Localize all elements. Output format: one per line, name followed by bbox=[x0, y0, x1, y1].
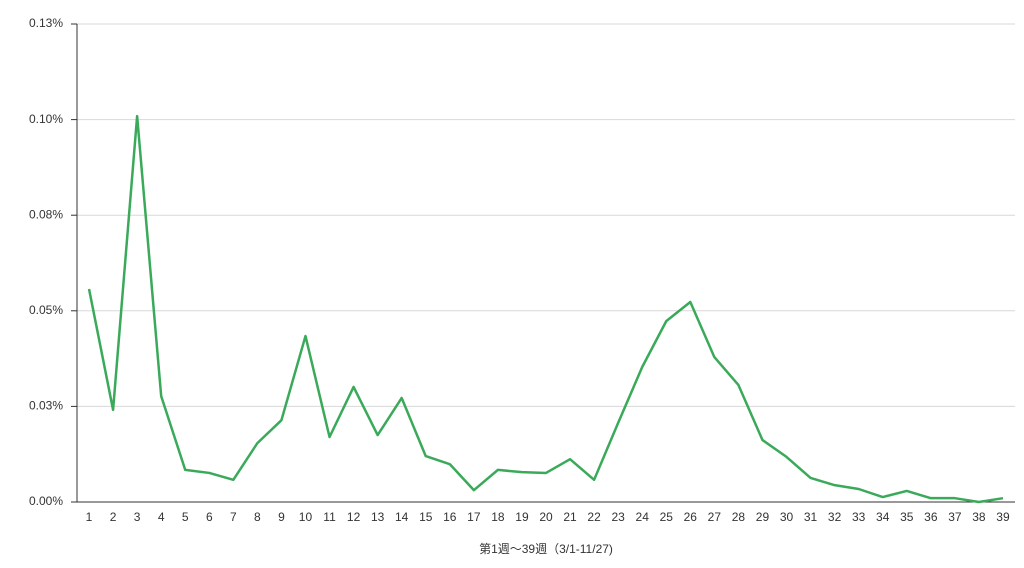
y-tick-label: 0.08% bbox=[29, 207, 63, 221]
x-tick-label: 13 bbox=[371, 510, 385, 524]
x-tick-label: 39 bbox=[996, 510, 1010, 524]
x-tick-label: 10 bbox=[299, 510, 313, 524]
x-tick-label: 8 bbox=[254, 510, 261, 524]
data-line bbox=[87, 114, 1004, 504]
x-tick-label: 15 bbox=[419, 510, 433, 524]
x-tick-label: 29 bbox=[756, 510, 770, 524]
y-tick-label: 0.10% bbox=[29, 112, 63, 126]
x-tick-label: 7 bbox=[230, 510, 237, 524]
y-tick-label: 0.00% bbox=[29, 494, 63, 508]
x-tick-label: 32 bbox=[828, 510, 842, 524]
x-tick-label: 19 bbox=[515, 510, 529, 524]
x-tick-label: 5 bbox=[182, 510, 189, 524]
y-tick-label: 0.03% bbox=[29, 399, 63, 413]
x-tick-label: 26 bbox=[684, 510, 698, 524]
y-tick-label: 0.05% bbox=[29, 303, 63, 317]
x-tick-label: 18 bbox=[491, 510, 505, 524]
x-tick-label: 12 bbox=[347, 510, 361, 524]
x-tick-label: 20 bbox=[539, 510, 553, 524]
x-tick-label: 25 bbox=[660, 510, 674, 524]
x-tick-label: 37 bbox=[948, 510, 962, 524]
x-tick-label: 2 bbox=[110, 510, 117, 524]
x-tick-label: 3 bbox=[134, 510, 141, 524]
x-tick-label: 31 bbox=[804, 510, 818, 524]
x-tick-label: 23 bbox=[611, 510, 625, 524]
x-tick-label: 27 bbox=[708, 510, 722, 524]
x-tick-label: 1 bbox=[86, 510, 93, 524]
x-tick-label: 36 bbox=[924, 510, 938, 524]
x-tick-label: 9 bbox=[278, 510, 285, 524]
x-tick-label: 35 bbox=[900, 510, 914, 524]
x-tick-label: 38 bbox=[972, 510, 986, 524]
x-tick-label: 22 bbox=[587, 510, 601, 524]
x-tick-label: 33 bbox=[852, 510, 866, 524]
x-tick-label: 11 bbox=[323, 510, 336, 524]
x-tick-label: 34 bbox=[876, 510, 890, 524]
x-tick-label: 14 bbox=[395, 510, 409, 524]
x-tick-label: 16 bbox=[443, 510, 457, 524]
x-tick-label: 6 bbox=[206, 510, 213, 524]
x-axis-title: 第1週〜39週（3/1-11/27) bbox=[479, 542, 613, 556]
x-tick-label: 28 bbox=[732, 510, 746, 524]
x-tick-label: 30 bbox=[780, 510, 794, 524]
x-tick-label: 4 bbox=[158, 510, 165, 524]
x-tick-label: 24 bbox=[636, 510, 650, 524]
x-tick-label: 17 bbox=[467, 510, 481, 524]
y-tick-label: 0.13% bbox=[29, 16, 63, 30]
x-tick-label: 21 bbox=[563, 510, 577, 524]
